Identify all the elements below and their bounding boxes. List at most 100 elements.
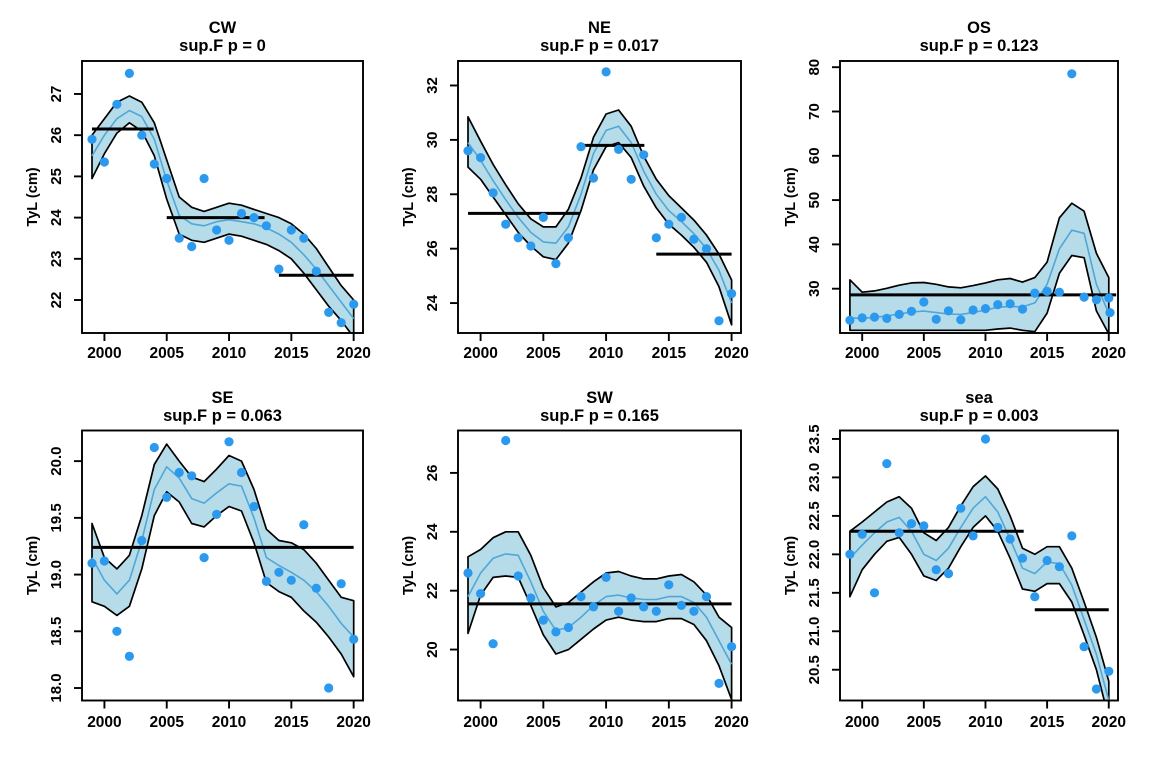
panel-subtitle: sup.F p = 0.165 [540, 407, 659, 425]
data-point [311, 583, 321, 593]
y-tick-label: 26 [48, 127, 65, 144]
x-tick-label: 2015 [274, 345, 309, 362]
data-point [476, 589, 486, 599]
data-point [286, 225, 296, 235]
data-point [1017, 304, 1028, 314]
y-tick-label: 26 [424, 240, 441, 257]
y-tick-label: 28 [424, 186, 441, 203]
data-point [513, 571, 523, 581]
panel-os: 2000 2005 2010 2015 2020 30 40 50 60 70 80 TyL (cm)… [783, 19, 1126, 362]
data-point [869, 312, 880, 322]
smooth-line [91, 109, 355, 320]
x-tick-label: 2005 [149, 714, 184, 731]
data-point [299, 520, 309, 530]
x-tick-label: 2000 [845, 714, 879, 731]
data-point [212, 225, 222, 235]
data-point [551, 259, 561, 269]
data-point [980, 434, 991, 444]
data-point [931, 314, 941, 324]
data-point [857, 529, 867, 539]
y-tick-label: 24 [424, 294, 441, 311]
data-point [99, 157, 109, 167]
x-tick-label: 2005 [149, 345, 184, 362]
y-tick-label: 23.0 [806, 463, 823, 492]
x-tick-label: 2020 [1092, 714, 1126, 731]
y-tick-label: 23.5 [806, 424, 823, 453]
x-tick-label: 2000 [87, 714, 121, 731]
data-point [149, 442, 159, 453]
data-points [845, 434, 1114, 694]
confidence-band [91, 443, 355, 678]
x-tick-label: 2010 [589, 345, 623, 362]
data-point [689, 234, 699, 244]
data-point [857, 313, 867, 323]
confidence-band [91, 95, 355, 333]
x-tick-label: 2020 [714, 345, 748, 362]
data-point [1079, 292, 1089, 302]
plot-box [81, 60, 364, 334]
x-tick-label: 2005 [526, 714, 561, 731]
data-point [212, 509, 222, 519]
data-point [162, 492, 172, 502]
data-point [174, 467, 184, 478]
plot-box [81, 429, 364, 702]
y-tick-label: 27 [48, 86, 65, 103]
data-point [727, 289, 737, 299]
data-point [980, 304, 991, 314]
data-point [701, 592, 712, 602]
data-point [311, 266, 321, 276]
data-point [261, 221, 271, 231]
data-point [538, 615, 548, 625]
data-point [676, 212, 686, 222]
data-point [714, 678, 724, 688]
data-point [993, 522, 1003, 532]
data-point [727, 642, 737, 652]
data-point [882, 459, 892, 469]
data-point [538, 212, 548, 222]
data-point [676, 600, 686, 610]
y-tick-label: 60 [806, 147, 823, 164]
data-point [626, 174, 636, 184]
panel-title: SW [586, 389, 613, 407]
data-point [87, 558, 97, 568]
data-points [463, 435, 737, 688]
data-point [513, 233, 523, 243]
x-tick-label: 2000 [463, 345, 497, 362]
panel-title: NE [588, 19, 611, 37]
y-tick-label: 21.0 [806, 617, 823, 646]
data-point [199, 173, 209, 184]
y-tick-label: 40 [806, 236, 823, 253]
y-tick-label: 25 [48, 168, 65, 185]
data-point [601, 67, 611, 77]
data-point [199, 553, 209, 563]
data-point [274, 567, 284, 577]
smooth-line [467, 125, 733, 304]
panel-subtitle: sup.F p = 0.003 [920, 407, 1039, 425]
data-points [845, 69, 1115, 325]
data-point [501, 219, 511, 229]
data-point [137, 535, 147, 546]
data-point [563, 622, 573, 633]
data-point [286, 575, 296, 585]
data-point [919, 297, 929, 307]
x-tick-label: 2020 [336, 345, 370, 362]
panel-subtitle: sup.F p = 0 [179, 37, 266, 55]
data-point [324, 683, 334, 693]
data-point [845, 549, 855, 559]
data-point [664, 219, 674, 229]
data-point [149, 159, 159, 169]
data-point [463, 146, 473, 156]
data-point [906, 306, 917, 316]
data-point [124, 68, 134, 78]
data-point [112, 99, 122, 109]
panel-title: OS [967, 19, 991, 37]
y-tick-label: 20.0 [48, 447, 65, 476]
data-point [137, 130, 147, 140]
y-tick-label: 23 [48, 250, 65, 267]
data-point [236, 208, 247, 219]
panel-subtitle: sup.F p = 0.017 [540, 37, 659, 55]
data-point [1079, 642, 1089, 652]
data-point [869, 588, 880, 598]
data-point [1054, 287, 1064, 297]
data-point [236, 467, 247, 478]
